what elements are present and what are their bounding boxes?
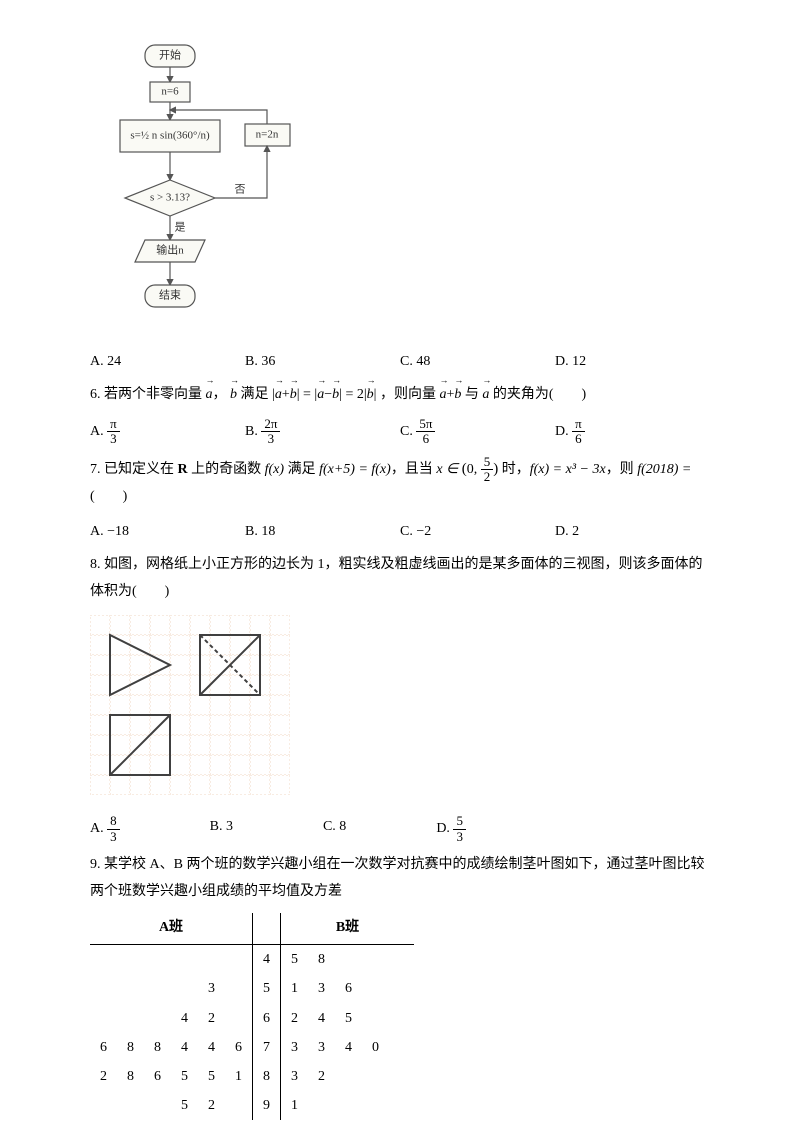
q6-opt-b: B. 2π3 (245, 417, 400, 447)
flow-yes: 是 (175, 221, 186, 234)
q8-opt-c: C. 8 (323, 814, 346, 844)
flow-no: 否 (235, 184, 246, 196)
q6-opt-c: C. 5π6 (400, 417, 555, 447)
q8-options: A. 83 B. 3 C. 8 D. 53 (90, 814, 710, 844)
q5-options: A. 24 B. 36 C. 48 D. 12 (90, 349, 710, 374)
flow-update: n=2n (256, 129, 279, 141)
stem-leaf-table: A班 B班 4583513642624568844673340286551832… (90, 913, 414, 1120)
stem-row: 426245 (90, 1004, 414, 1033)
flowchart-figure: .box { fill: #fafaf5; stroke: #555; stro… (90, 40, 710, 339)
q8-figure (90, 615, 710, 804)
q8-opt-d: D. 53 (436, 814, 466, 844)
q8-opt-b: B. 3 (210, 814, 233, 844)
flow-init: n=6 (161, 86, 179, 98)
flow-output: 输出n (156, 243, 184, 257)
q5-opt-b: B. 36 (245, 349, 400, 374)
q7-opt-b: B. 18 (245, 519, 400, 544)
flow-start: 开始 (159, 48, 181, 62)
q5-opt-a: A. 24 (90, 349, 245, 374)
q8-opt-a: A. 83 (90, 814, 120, 844)
stem-row: 458 (90, 945, 414, 975)
stem-row: 5291 (90, 1091, 414, 1120)
q7-text: 7. 已知定义在 R 上的奇函数 f(x) 满足 f(x+5) = f(x)，且… (90, 455, 710, 511)
q6-options: A. π3 B. 2π3 C. 5π6 D. π6 (90, 417, 710, 447)
header-a: A班 (90, 913, 253, 945)
stem-row: 68844673340 (90, 1033, 414, 1062)
q7-options: A. −18 B. 18 C. −2 D. 2 (90, 519, 710, 544)
q7-opt-c: C. −2 (400, 519, 555, 544)
stem-row: 286551832 (90, 1062, 414, 1091)
header-b: B班 (281, 913, 415, 945)
svg-text:s=½ n sin(360°/n): s=½ n sin(360°/n) (130, 130, 210, 142)
q6-opt-d: D. π6 (555, 417, 710, 447)
q6-text: 6. 若两个非零向量 a， b 满足 |a+b| = |a−b| = 2|b| … (90, 382, 710, 409)
flow-end: 结束 (159, 289, 181, 302)
q7-opt-a: A. −18 (90, 519, 245, 544)
q8-text: 8. 如图，网格纸上小正方形的边长为 1，粗实线及粗虚线画出的是某多面体的三视图… (90, 552, 710, 605)
q9-text: 9. 某学校 A、B 两个班的数学兴趣小组在一次数学对抗赛中的成绩绘制茎叶图如下… (90, 852, 710, 905)
q5-opt-d: D. 12 (555, 349, 710, 374)
q6-opt-a: A. π3 (90, 417, 245, 447)
flow-cond: s > 3.13? (150, 192, 190, 204)
stem-row: 35136 (90, 974, 414, 1003)
q5-opt-c: C. 48 (400, 349, 555, 374)
q7-opt-d: D. 2 (555, 519, 710, 544)
